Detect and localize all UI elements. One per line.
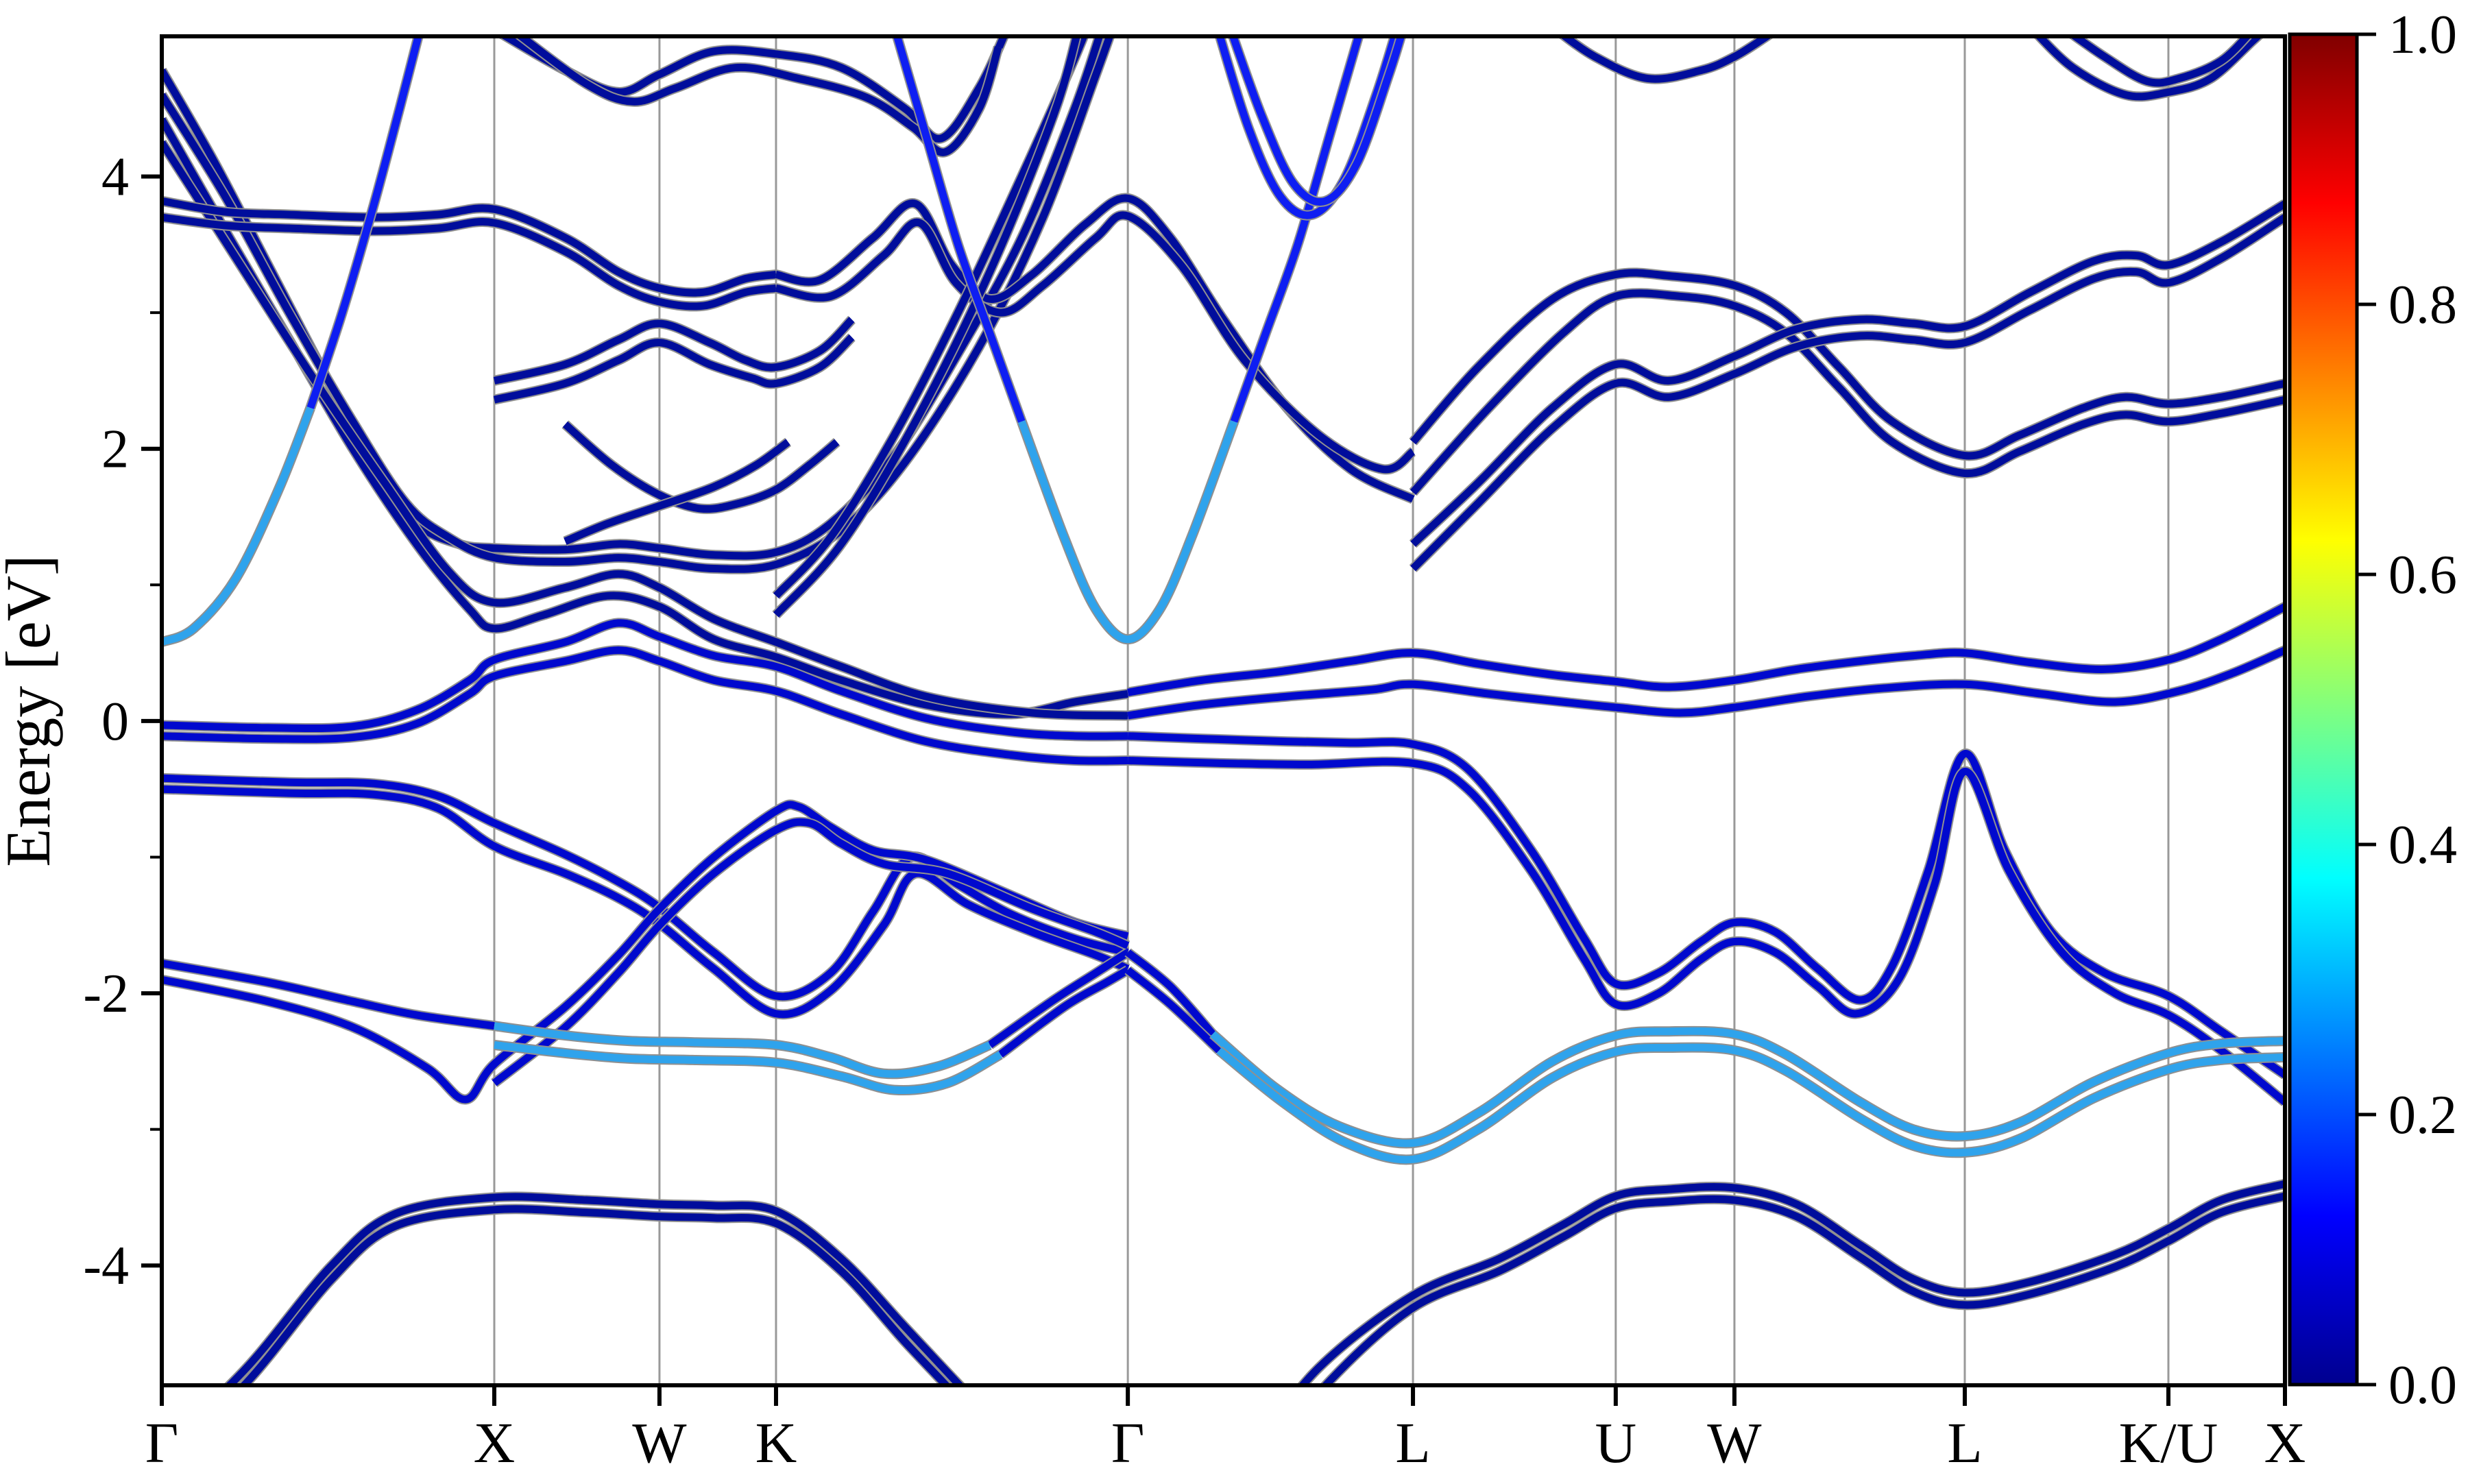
- cbar-tick-label-0.0: 0.0: [2388, 1355, 2457, 1415]
- parabola-arm-left: [893, 36, 1026, 423]
- low-band-right-b: [1320, 1192, 2285, 1385]
- top-v-dip-a-halo: [496, 36, 1010, 144]
- ytick-label-0: 0: [101, 692, 129, 752]
- cbar-tick-label-1.0: 1.0: [2388, 5, 2457, 65]
- xtick-label-W: W: [632, 1411, 687, 1475]
- xw-hump-b: [493, 334, 855, 404]
- steep-to-xcluster-b: [162, 140, 1128, 720]
- colorbar-tick-labels: 1.0 0.8 0.6 0.4 0.2 0.0: [2388, 5, 2457, 1415]
- w-cross-upper-b: [564, 439, 790, 545]
- ytick-label--4: -4: [83, 1236, 129, 1296]
- low-band-right-a: [1298, 1180, 2285, 1385]
- cbar-tick-label-0.4: 0.4: [2388, 815, 2457, 875]
- vb-right-Lpeak-a: [1127, 732, 2285, 1078]
- ytick-label-4: 4: [101, 147, 129, 208]
- wavy-right-a-halo: [1126, 602, 2285, 698]
- gamma-flat375-b: [162, 213, 777, 311]
- low-band-left-a: [224, 1193, 965, 1385]
- vb-dive-camelback-b: [162, 785, 1130, 1019]
- gamma-steep-arm: [306, 36, 422, 409]
- cbar-tick-label-0.8: 0.8: [2388, 275, 2457, 335]
- colorbar-gradient: [2288, 32, 2359, 1387]
- xtick-label-L: L: [1947, 1411, 1982, 1475]
- cond-rise-to-x2-a: [1410, 200, 2285, 547]
- cyan-lead-left-1: [162, 959, 495, 1030]
- steep-k-to-top-a: [773, 36, 1088, 598]
- colorbar: 1.0 0.8 0.6 0.4 0.2 0.0: [2288, 5, 2457, 1415]
- vb-vdip-rise-a: [162, 801, 1129, 1104]
- wavy-right-b: [1127, 646, 2285, 720]
- vb-flat0-left-a-halo: [162, 618, 1128, 742]
- gridlines: [493, 36, 2170, 1385]
- w-cross-upper-a: [562, 421, 840, 513]
- vb-dive-camelback-a: [162, 774, 1129, 1001]
- vb-flat0-left-b: [162, 646, 1128, 765]
- plot-frame: [160, 34, 2287, 1387]
- gamma2-peak-b: [775, 211, 1416, 474]
- cyan-flat-xwk-1: [494, 1022, 991, 1078]
- cyan-flat-xwk-2: [494, 1041, 1002, 1094]
- gamma-flat375-a: [162, 197, 777, 297]
- top-v-dip-b: [515, 36, 1002, 156]
- cyan-lead-right-2: [1125, 966, 1222, 1054]
- cyan-right-2: [1216, 1043, 2285, 1164]
- xtick-label-W: W: [1707, 1411, 1762, 1475]
- ytick-label-2: 2: [101, 419, 129, 480]
- cyan-right-1: [1210, 1027, 2285, 1147]
- y-axis-title: Energy [eV]: [0, 555, 63, 867]
- cond-rise-to-x2-b: [1410, 214, 2285, 572]
- steep-k-to-top-b: [773, 36, 1080, 618]
- cond-L-plateau-b: [1410, 289, 2285, 495]
- xtick-label-L: L: [1395, 1411, 1430, 1475]
- bright-dip-b: [1229, 36, 1405, 206]
- ytick-label--2: -2: [83, 964, 129, 1024]
- top-dip-ku-b: [2068, 36, 2252, 87]
- low-band-right-a-halo: [1296, 1178, 2285, 1385]
- cyan-free-electron: [162, 406, 314, 646]
- xtick-label-K/U: K/U: [2119, 1411, 2218, 1475]
- xw-hump-a: [493, 317, 855, 385]
- xtick-label-X: X: [2264, 1411, 2306, 1475]
- xtick-label-K: K: [755, 1411, 797, 1475]
- vb-right-Lpeak-a-halo: [1127, 731, 2285, 1080]
- cyan-free-electron-halo: [162, 406, 315, 647]
- xtick-label-X: X: [474, 1411, 516, 1475]
- parabola-arm-right: [1230, 36, 1363, 423]
- axis-tick-labels: 4 2 0 -2 -4 Γ X W K Γ L U W L K/U X: [83, 147, 2306, 1475]
- cyan-end-left-1: [987, 949, 1130, 1048]
- vb-vdip-rise-b: [492, 818, 1130, 1086]
- cond-L-plateau-a-halo: [1409, 267, 2285, 461]
- vb-flat0-left-a: [162, 619, 1128, 740]
- cbar-tick-label-0.6: 0.6: [2388, 545, 2457, 605]
- steep-k-to-top-a-halo: [772, 36, 1089, 600]
- xtick-label-U: U: [1595, 1411, 1636, 1475]
- cbar-tick-label-0.2: 0.2: [2388, 1085, 2457, 1145]
- vb-right-Lpeak-b: [1127, 757, 2285, 1106]
- cyan-end-left-2: [998, 966, 1130, 1058]
- bright-dip-a: [1215, 36, 1399, 219]
- colorbar-ticks: [2357, 32, 2376, 1387]
- axis-ticks: [141, 174, 2287, 1406]
- top-dip-ku-a: [2034, 36, 2264, 101]
- xtick-label-Γ: Γ: [1111, 1411, 1145, 1475]
- cyan-lead-right-1: [1125, 949, 1216, 1037]
- cyan-parabola-gamma2: [1018, 420, 1238, 644]
- xtick-label-Γ: Γ: [145, 1411, 179, 1475]
- low-band-left-b: [239, 1205, 952, 1385]
- wavy-right-a: [1127, 603, 2285, 696]
- band-lines: [162, 36, 2285, 1385]
- cond-L-plateau-a: [1410, 269, 2285, 460]
